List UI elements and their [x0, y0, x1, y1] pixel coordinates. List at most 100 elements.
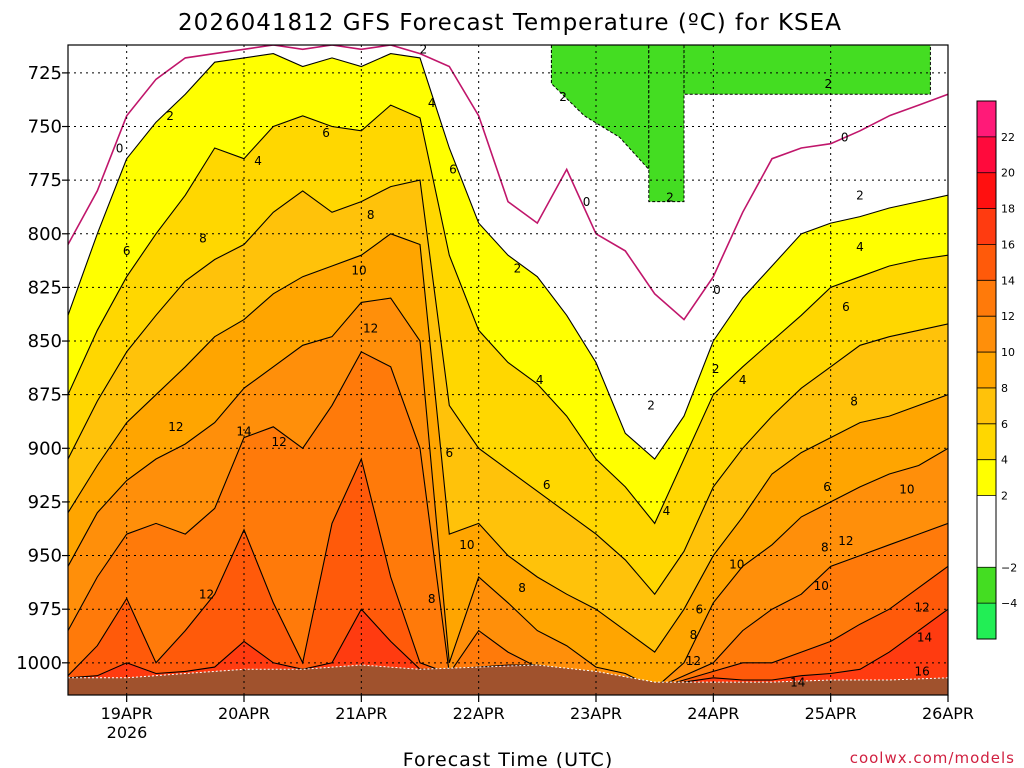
plot-frame [67, 44, 949, 696]
colorbar-tick-label: 2 [1001, 490, 1008, 503]
y-tick-label: 800 [28, 224, 62, 245]
colorbar-tick-label: 16 [1001, 238, 1015, 251]
y-tick-label: 1000 [16, 653, 62, 674]
contour-label: 14 [790, 675, 805, 689]
colorbar-tick-label: 18 [1001, 203, 1015, 216]
contour-label: 2 [712, 362, 720, 376]
colorbar: 22 20 18 16 14 12 10 8 6 4 2 −2 −4 [976, 100, 1017, 640]
contour-label: 6 [543, 478, 551, 492]
contour-label: 10 [459, 538, 474, 552]
contour-label: 2 [420, 43, 428, 57]
isotherm-line-10C [68, 297, 948, 690]
contour-label: 8 [199, 231, 207, 245]
contour-label: 14 [236, 424, 251, 438]
contour-label: 0 [713, 283, 721, 297]
contour-label: 4 [428, 96, 436, 110]
colorbar-frame [976, 100, 997, 640]
y-tick-label: 950 [28, 546, 62, 567]
contour-label: 12 [168, 420, 183, 434]
contour-label: 6 [823, 480, 831, 494]
contour-label: 6 [123, 244, 131, 258]
contour-label: 4 [856, 240, 864, 254]
contour-label: 4 [739, 373, 747, 387]
contour-label: 8 [850, 394, 858, 408]
y-tick-label: 850 [28, 331, 62, 352]
contour-label: 6 [842, 300, 850, 314]
contour-label: 6 [322, 126, 330, 140]
contour-label: 2 [824, 77, 832, 91]
isotherm-line-6C [68, 179, 948, 596]
colorbar-band [977, 316, 996, 353]
colorbar-band [977, 244, 996, 281]
contour-label: 10 [729, 557, 744, 571]
colorbar-band [977, 208, 996, 245]
colorbar-band [977, 567, 996, 604]
contour-label: 8 [428, 592, 436, 606]
contour-label: 0 [583, 195, 591, 209]
contour-label: 4 [536, 373, 544, 387]
colorbar-tick-label: 20 [1001, 167, 1015, 180]
contour-label: 12 [838, 534, 853, 548]
band-minus2-region [550, 45, 650, 171]
colorbar-band [977, 495, 996, 568]
colorbar-band [977, 387, 996, 424]
contour-label: 12 [915, 600, 930, 614]
isotherm-line-0C [68, 45, 948, 321]
isotherm-line-16C [68, 608, 948, 690]
contour-label: 10 [351, 264, 366, 278]
contour-label: 12 [199, 588, 214, 602]
contour-label: 4 [254, 154, 262, 168]
colorbar-band [977, 280, 996, 317]
band-14C [68, 459, 948, 695]
y-tick-label: 750 [28, 117, 62, 138]
contour-label: 2 [559, 90, 567, 104]
colorbar-tick-label: 8 [1001, 382, 1008, 395]
plot-clip-group: 0 2 4 6 8 10 12 14 12 12 6 8 12 2 4 6 6 2 4 6 8 10 8 2 0 2 4 2 0 2 4 6 8… [68, 43, 948, 695]
x-tick-label: 25APR [805, 704, 857, 723]
colorbar-tick-label: −4 [1001, 597, 1017, 610]
colorbar-tick-label: 4 [1001, 454, 1008, 467]
x-tick-label: 19APR [101, 704, 153, 723]
x-tick-label: 20APR [218, 704, 270, 723]
contour-label: 16 [915, 665, 930, 679]
x-axis: 19APR 20APR 21APR 22APR 23APR 24APR 25APR 26APR [101, 695, 974, 723]
contour-label: 8 [821, 540, 829, 554]
contour-label: 6 [449, 163, 457, 177]
band-minus2-region [683, 45, 931, 95]
isotherm-line-8C [68, 233, 948, 653]
contour-label: 0 [116, 141, 124, 155]
contour-label: 12 [272, 435, 287, 449]
colorbar-band [977, 423, 996, 460]
x-tick-label: 24APR [687, 704, 739, 723]
contour-label: 2 [647, 399, 655, 413]
colorbar-band [977, 352, 996, 388]
isotherm-line-12C [68, 351, 948, 690]
y-tick-label: 975 [28, 599, 62, 620]
chart-title: 2026041812 GFS Forecast Temperature (ºC)… [178, 10, 842, 36]
credit-text: coolwx.com/models [850, 749, 1015, 767]
colorbar-tick-label: 22 [1001, 131, 1015, 144]
contour-label: 8 [690, 628, 698, 642]
y-tick-label: 925 [28, 492, 62, 513]
contour-label: 0 [841, 131, 849, 145]
colorbar-band [977, 459, 996, 496]
colorbar-tick-label: 10 [1001, 346, 1015, 359]
isotherm-line-4C [68, 104, 948, 525]
contour-label: 8 [367, 208, 375, 222]
contour-label: 10 [814, 579, 829, 593]
colorbar-band [977, 172, 996, 209]
y-tick-label: 775 [28, 170, 62, 191]
y-tick-label: 725 [28, 63, 62, 84]
colorbar-tick-label: 12 [1001, 310, 1015, 323]
plot-area: 0 2 4 6 8 10 12 14 12 12 6 8 12 2 4 6 6 2 4 6 8 10 8 2 0 2 4 2 0 2 4 6 8… [67, 43, 949, 696]
y-tick-label: 875 [28, 385, 62, 406]
colorbar-band [977, 101, 996, 137]
contour-label: 2 [856, 189, 864, 203]
contour-label: 6 [445, 446, 453, 460]
year-label: 2026 [107, 723, 148, 742]
contour-label: 14 [917, 630, 932, 644]
x-tick-label: 22APR [453, 704, 505, 723]
x-tick-label: 23APR [570, 704, 622, 723]
contour-label: 2 [514, 261, 522, 275]
